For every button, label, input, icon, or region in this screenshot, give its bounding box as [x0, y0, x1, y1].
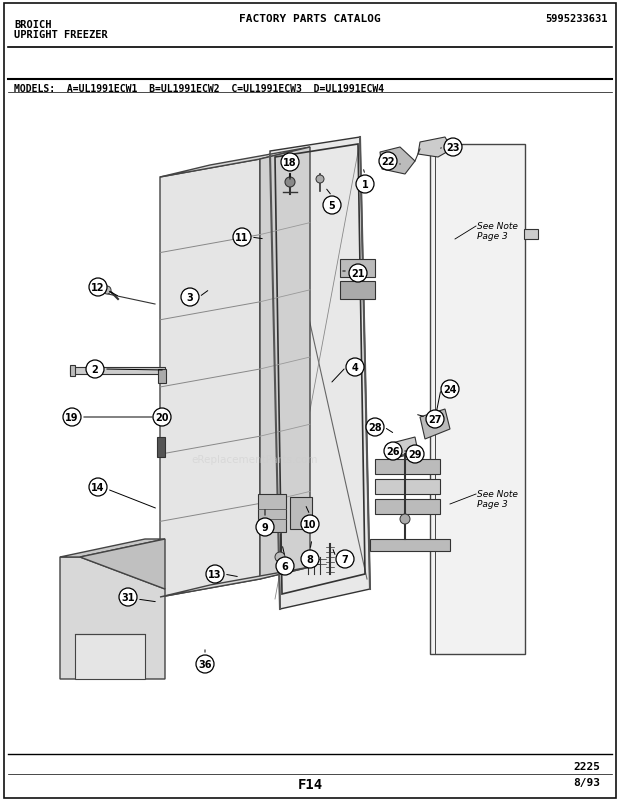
- Bar: [157, 437, 165, 457]
- Circle shape: [256, 518, 274, 537]
- Text: UPRIGHT FREEZER: UPRIGHT FREEZER: [14, 30, 108, 40]
- Text: F14: F14: [298, 777, 322, 791]
- Text: 11: 11: [235, 233, 249, 243]
- Circle shape: [406, 445, 424, 464]
- Polygon shape: [160, 148, 310, 178]
- Text: eReplacementParts.com: eReplacementParts.com: [192, 455, 318, 464]
- Circle shape: [379, 153, 397, 171]
- Polygon shape: [160, 567, 310, 597]
- Circle shape: [384, 443, 402, 460]
- Bar: [158, 370, 166, 383]
- Text: 31: 31: [122, 592, 135, 602]
- Text: 14: 14: [91, 482, 105, 492]
- Circle shape: [444, 139, 462, 157]
- Circle shape: [426, 411, 444, 428]
- Circle shape: [206, 565, 224, 583]
- Bar: [290, 497, 312, 529]
- Bar: [340, 282, 375, 300]
- Circle shape: [119, 588, 137, 606]
- Polygon shape: [160, 160, 260, 597]
- Text: 6: 6: [281, 561, 288, 571]
- Text: 8/93: 8/93: [573, 777, 600, 787]
- Text: 10: 10: [303, 520, 317, 529]
- Text: MODELS:  A=UL1991ECW1  B=UL1991ECW2  C=UL1991ECW3  D=UL1991ECW4: MODELS: A=UL1991ECW1 B=UL1991ECW2 C=UL19…: [14, 84, 384, 94]
- Circle shape: [316, 176, 324, 184]
- Circle shape: [153, 408, 171, 427]
- Bar: [375, 500, 440, 514]
- Circle shape: [301, 550, 319, 569]
- Polygon shape: [75, 634, 145, 679]
- Circle shape: [366, 419, 384, 436]
- Polygon shape: [388, 437, 418, 460]
- Circle shape: [349, 265, 367, 282]
- Text: 27: 27: [428, 415, 441, 424]
- Text: BROICH: BROICH: [14, 20, 51, 30]
- Text: 20: 20: [155, 412, 169, 423]
- Circle shape: [281, 154, 299, 172]
- Bar: [70, 367, 165, 375]
- Circle shape: [89, 278, 107, 297]
- Text: 4: 4: [352, 363, 358, 373]
- Text: 29: 29: [408, 449, 422, 460]
- Circle shape: [301, 516, 319, 533]
- Text: 1: 1: [361, 180, 368, 190]
- Polygon shape: [260, 148, 310, 579]
- Text: 13: 13: [208, 569, 222, 579]
- Text: 36: 36: [198, 659, 212, 669]
- Bar: [258, 494, 286, 533]
- Polygon shape: [270, 138, 370, 610]
- Circle shape: [356, 176, 374, 194]
- Text: FACTORY PARTS CATALOG: FACTORY PARTS CATALOG: [239, 14, 381, 24]
- Bar: [370, 539, 450, 551]
- Text: 8: 8: [306, 554, 314, 565]
- Text: 12: 12: [91, 282, 105, 293]
- Circle shape: [89, 479, 107, 496]
- Circle shape: [103, 286, 111, 294]
- Text: 24: 24: [443, 384, 457, 395]
- Text: See Note
Page 3: See Note Page 3: [477, 221, 518, 241]
- Text: 21: 21: [352, 269, 365, 278]
- Circle shape: [233, 229, 251, 247]
- Circle shape: [285, 178, 295, 188]
- Polygon shape: [60, 539, 165, 557]
- Polygon shape: [380, 148, 415, 175]
- Text: 7: 7: [342, 554, 348, 565]
- Polygon shape: [420, 410, 450, 439]
- Circle shape: [86, 361, 104, 379]
- Circle shape: [63, 408, 81, 427]
- Bar: [340, 260, 375, 277]
- Text: 26: 26: [386, 447, 400, 456]
- Text: 28: 28: [368, 423, 382, 432]
- Text: 22: 22: [381, 157, 395, 167]
- Circle shape: [275, 553, 285, 562]
- Text: See Note
Page 3: See Note Page 3: [477, 489, 518, 508]
- Circle shape: [346, 358, 364, 376]
- Circle shape: [276, 557, 294, 575]
- Polygon shape: [60, 557, 165, 679]
- Text: 2: 2: [92, 365, 99, 375]
- Text: 9: 9: [262, 522, 268, 533]
- Bar: [375, 460, 440, 475]
- Text: 2225: 2225: [573, 761, 600, 771]
- Circle shape: [196, 655, 214, 673]
- Bar: [430, 145, 525, 654]
- Polygon shape: [80, 539, 165, 589]
- Circle shape: [400, 514, 410, 525]
- Text: 19: 19: [65, 412, 79, 423]
- Bar: [524, 229, 538, 240]
- Circle shape: [441, 380, 459, 399]
- Circle shape: [336, 550, 354, 569]
- Text: 5: 5: [329, 200, 335, 211]
- Text: 5995233631: 5995233631: [546, 14, 608, 24]
- Bar: [70, 366, 75, 376]
- Circle shape: [323, 196, 341, 215]
- Circle shape: [181, 289, 199, 306]
- Text: 3: 3: [187, 293, 193, 302]
- Polygon shape: [418, 138, 452, 158]
- Text: 23: 23: [446, 143, 460, 153]
- Text: 18: 18: [283, 158, 297, 168]
- Bar: [375, 480, 440, 494]
